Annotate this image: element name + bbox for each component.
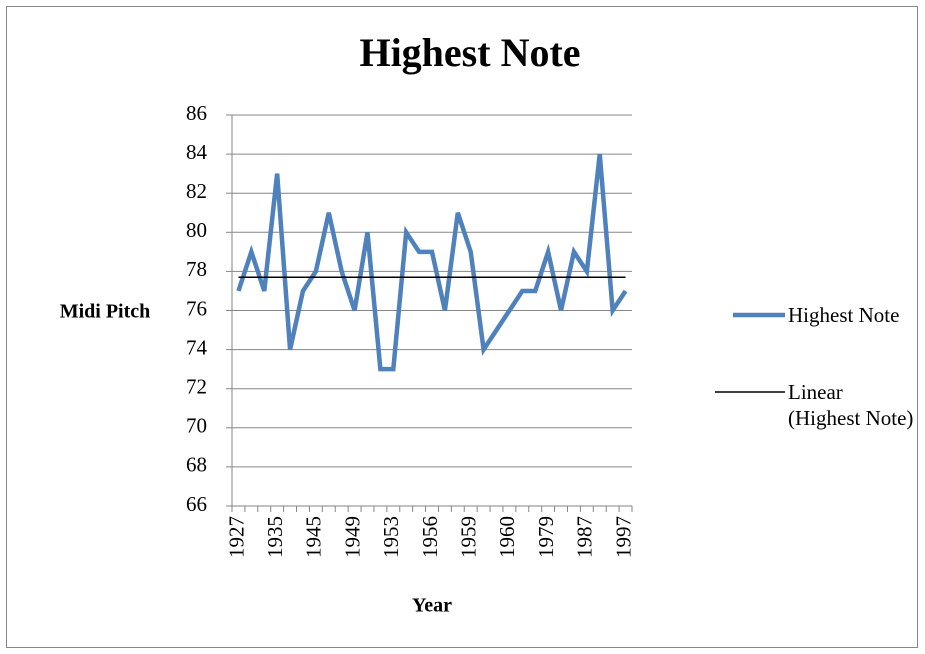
x-axis-title: Year <box>412 595 452 617</box>
legend-label: Linear (Highest Note) <box>788 380 914 430</box>
y-tick-label: 80 <box>186 218 207 242</box>
y-tick-label: 76 <box>186 296 207 320</box>
data-line <box>236 153 628 372</box>
chart-border <box>6 6 918 648</box>
x-tick-label: 1927 <box>224 516 248 558</box>
x-tick-label: 1956 <box>418 516 442 558</box>
x-tick-label: 1945 <box>302 516 326 558</box>
legend-label: Highest Note <box>788 303 900 327</box>
chart-title: Highest Note <box>359 30 580 75</box>
y-tick-label: 70 <box>186 414 207 438</box>
y-tick-label: 66 <box>186 492 207 516</box>
y-tick-label: 84 <box>186 140 208 164</box>
x-tick-label: 1935 <box>263 516 287 558</box>
y-tick-label: 86 <box>186 101 207 125</box>
x-tick-label: 1979 <box>534 516 558 558</box>
y-axis-title: Midi Pitch <box>60 301 151 323</box>
y-tick-label: 74 <box>186 335 208 359</box>
y-tick-label: 82 <box>186 179 207 203</box>
y-tick-label: 68 <box>186 453 207 477</box>
y-tick-label: 72 <box>186 375 207 399</box>
y-tick-label: 78 <box>186 257 207 281</box>
x-tick-label: 1987 <box>573 516 597 558</box>
x-tick-label: 1960 <box>495 516 519 558</box>
x-tick-label: 1959 <box>457 516 481 558</box>
x-tick-label: 1997 <box>611 516 635 558</box>
x-tick-label: 1949 <box>340 516 364 558</box>
x-tick-label: 1953 <box>379 516 403 558</box>
